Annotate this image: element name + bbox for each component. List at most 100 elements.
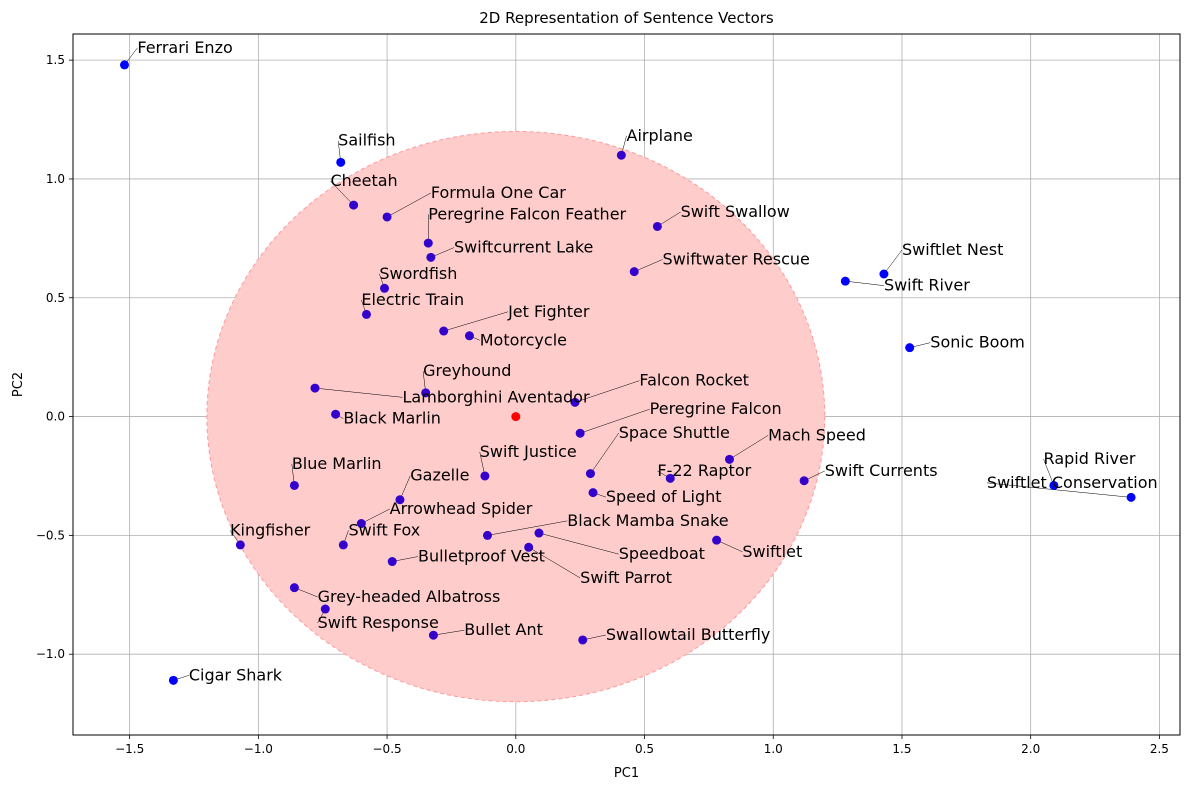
point-label: Mach Speed [768, 425, 866, 444]
y-tick-label: 1.5 [46, 53, 65, 67]
leader-line [386, 192, 431, 218]
point-label: Electric Train [361, 290, 464, 309]
chart-title: 2D Representation of Sentence Vectors [479, 9, 774, 27]
x-tick-label: 2.0 [1021, 742, 1040, 756]
data-point [361, 309, 371, 319]
data-point [349, 200, 359, 210]
x-tick-label: 1.5 [892, 742, 911, 756]
data-point [168, 675, 178, 685]
point-label: Swiftcurrent Lake [454, 238, 593, 257]
leader-line [528, 547, 581, 579]
plot-frame [72, 33, 1181, 736]
leader-line [580, 408, 650, 434]
data-point [570, 397, 580, 407]
leader-line [845, 280, 884, 286]
point-label: Bulletproof Vest [418, 547, 545, 566]
data-point [534, 528, 544, 538]
y-axis-label: PC2 [11, 372, 26, 397]
point-label: Ferrari Enzo [137, 38, 232, 57]
leader-line [590, 432, 619, 474]
point-label: Speed of Light [606, 487, 722, 506]
point-labels: Ferrari Enzo Sailfish Airplane Cheetah Formu… [137, 38, 1157, 684]
data-point [588, 488, 598, 498]
point-label: Blue Marlin [292, 454, 382, 473]
leader-line [716, 539, 743, 553]
leader-line [657, 211, 681, 227]
point-label: Swiftlet Nest [902, 240, 1003, 259]
data-point [575, 428, 585, 438]
point-label: Rapid River [1044, 449, 1136, 468]
point-label: Cigar Shark [189, 665, 283, 684]
data-point [356, 519, 366, 529]
data-point [421, 388, 431, 398]
data-point [578, 635, 588, 645]
leader-line [314, 387, 403, 398]
data-point [1126, 492, 1136, 502]
x-axis-label: PC1 [614, 766, 639, 781]
data-point [712, 535, 722, 545]
data-point [289, 480, 299, 490]
data-point [331, 409, 341, 419]
point-label: Greyhound [423, 361, 511, 380]
point-label: Motorcycle [480, 330, 567, 349]
x-tick-label: 2.5 [1150, 742, 1169, 756]
x-axis-ticks: −1.5 −1.0 −0.5 0.0 0.5 1.0 1.5 2.0 2.5 [115, 735, 1169, 756]
point-label: Swift Response [318, 613, 439, 632]
data-point [119, 60, 129, 70]
data-point [395, 495, 405, 505]
data-point [235, 540, 245, 550]
data-point [840, 276, 850, 286]
leader-line [330, 180, 354, 206]
point-label: Sailfish [338, 131, 395, 150]
data-point [1049, 480, 1059, 490]
leader-line [361, 508, 390, 524]
y-tick-label: 0.5 [46, 291, 65, 305]
x-tick-label: 0.0 [506, 742, 525, 756]
y-tick-label: 0.0 [46, 410, 65, 424]
data-point [380, 283, 390, 293]
point-label: Black Marlin [343, 409, 441, 428]
point-label: Swift Justice [480, 442, 577, 461]
data-point [482, 530, 492, 540]
leader-line [986, 482, 1132, 498]
point-label: Space Shuttle [619, 423, 730, 442]
point-label: Swordfish [379, 264, 457, 283]
leader-line [574, 380, 640, 403]
point-label: Speedboat [619, 544, 705, 563]
data-point [464, 331, 474, 341]
data-points [119, 60, 1136, 685]
data-point [310, 383, 320, 393]
point-label: Black Mamba Snake [567, 511, 728, 530]
data-point [480, 471, 490, 481]
data-point [439, 326, 449, 336]
point-label: Cheetah [330, 171, 397, 190]
data-point [879, 269, 889, 279]
point-label: Formula One Car [431, 183, 566, 202]
data-point [426, 252, 436, 262]
data-point [338, 540, 348, 550]
point-label: F-22 Raptor [657, 461, 751, 480]
y-tick-label: −0.5 [36, 528, 65, 542]
point-label: Swift River [884, 276, 970, 295]
leader-line [433, 629, 465, 636]
data-point [652, 221, 662, 231]
y-axis-ticks: −1.0 −0.5 0.0 0.5 1.0 1.5 [36, 53, 73, 661]
data-point [616, 150, 626, 160]
data-point [905, 343, 915, 353]
point-label: Swift Swallow [681, 202, 790, 221]
point-label: Peregrine Falcon [650, 399, 782, 418]
point-label: Swallowtail Butterfly [606, 625, 771, 644]
point-label: Swiftwater Rescue [663, 249, 810, 268]
data-point [665, 473, 675, 483]
leader-line [487, 520, 568, 536]
point-label: Swift Currents [825, 461, 938, 480]
data-point [387, 557, 397, 567]
data-point [629, 267, 639, 277]
point-label: Swift Fox [348, 520, 420, 539]
point-label: Sonic Boom [930, 333, 1025, 352]
leader-line [538, 532, 619, 555]
point-label: Lamborghini Aventador [403, 387, 590, 406]
data-point [585, 469, 595, 479]
data-point [799, 476, 809, 486]
